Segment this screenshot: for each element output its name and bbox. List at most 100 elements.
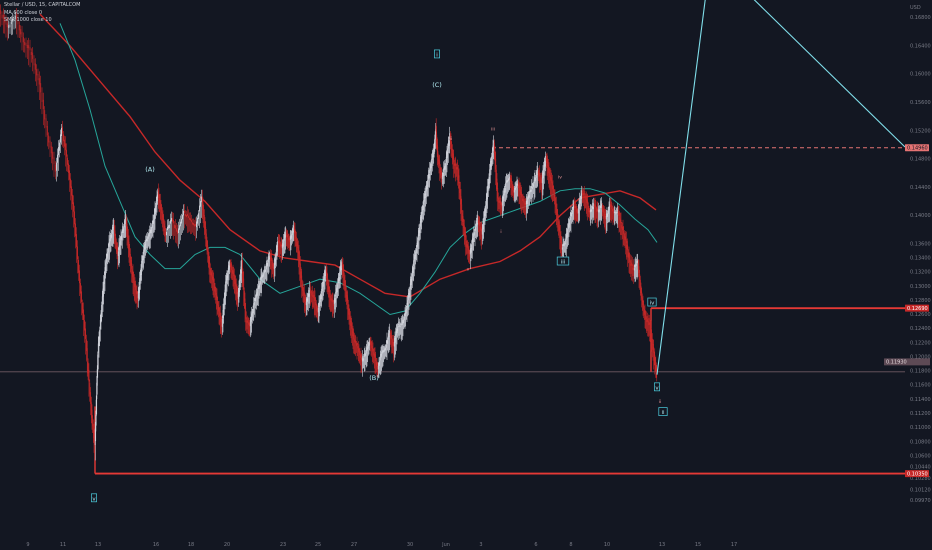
candle-body (553, 192, 555, 198)
candle-body (477, 219, 479, 223)
candle-body (498, 200, 500, 203)
price-axis[interactable]: 0.16800 0.16400 0.16000 0.15600 0.15200 0.148… (910, 15, 931, 504)
candle-body (336, 287, 338, 293)
candle-body (333, 303, 335, 306)
candle-body (429, 166, 431, 172)
candle-body (142, 255, 144, 260)
candle-body (332, 300, 334, 303)
candle-body (404, 312, 406, 317)
legend-sma[interactable]: SMA 1000 close 10 (4, 17, 52, 23)
candle-body (647, 320, 649, 323)
candle-body (281, 244, 283, 249)
candle-body (325, 268, 327, 275)
candle-body (646, 319, 648, 323)
candle-body (192, 222, 193, 225)
candle-body (550, 177, 552, 181)
candle-body (405, 310, 407, 314)
candle-body (344, 280, 346, 286)
candle-body (434, 135, 436, 140)
candle-body (373, 352, 375, 356)
candle-body (427, 175, 429, 180)
candle-body (186, 214, 187, 218)
candle-body (204, 221, 206, 229)
candle-body (408, 292, 410, 298)
candle-body (266, 262, 268, 267)
candle-body (216, 295, 218, 300)
candle-body (111, 233, 113, 238)
candle-body (522, 198, 524, 202)
candle-body (533, 185, 535, 188)
candle-body (105, 258, 107, 263)
candle-body (9, 24, 11, 28)
candle-body (511, 184, 513, 189)
candle-body (655, 361, 657, 366)
candle-body (483, 217, 485, 224)
candle-body (352, 331, 354, 337)
candle-body (609, 203, 611, 208)
legend-symbol[interactable]: Stellar / USD, 15, CAPITALCOM (4, 2, 81, 8)
candle-body (0, 10, 2, 14)
candle-body (423, 197, 425, 202)
candle-body (641, 297, 643, 303)
candle-body (620, 219, 622, 224)
candle-body (283, 237, 285, 241)
candle-body (157, 192, 159, 198)
candle-body (606, 213, 608, 217)
candle-body (52, 151, 54, 159)
candle-body (200, 201, 201, 207)
candle-body (621, 226, 623, 231)
wave-label: iv (650, 301, 656, 307)
candle-body (230, 263, 232, 268)
candle-body (487, 185, 489, 193)
candle-body (619, 216, 621, 220)
candle-body (151, 227, 153, 231)
candle-body (136, 290, 138, 295)
candle-body (210, 271, 212, 276)
candle-body (383, 349, 385, 352)
candle-body (472, 237, 474, 243)
candle-body (326, 272, 328, 279)
candle-body (270, 257, 272, 261)
candle-body (209, 268, 211, 272)
candle-body (579, 199, 581, 204)
candle-body (315, 304, 317, 308)
candle-body (87, 361, 89, 374)
legend-ma[interactable]: MA 600 close 0 (4, 9, 43, 16)
price-tick-label: 0.10120 (910, 487, 931, 493)
candle-body (271, 257, 273, 261)
candle-body (40, 83, 42, 93)
candle-body (570, 212, 572, 217)
candle-body (244, 298, 246, 309)
candle-body (403, 319, 405, 323)
time-tick-label: 15 (695, 542, 701, 548)
candle-body (379, 357, 381, 361)
candle-body (353, 338, 355, 341)
candle-body (357, 346, 359, 349)
candle-body (345, 290, 347, 297)
time-tick-label: 23 (280, 542, 286, 548)
candle-body (335, 291, 337, 297)
candle-body (150, 229, 152, 234)
candle-body (236, 289, 238, 294)
candle-body (239, 279, 241, 287)
candle-body (301, 283, 303, 289)
candle-body (207, 251, 209, 259)
price-tick-label: 0.11200 (910, 411, 931, 417)
candle-body (505, 180, 507, 184)
candle-body (211, 275, 213, 279)
candle-body (68, 163, 69, 173)
candle-body (361, 358, 363, 362)
candle-body (369, 340, 371, 344)
candle-body (450, 138, 452, 145)
candle-body (219, 311, 221, 317)
candle-body (107, 247, 109, 253)
candle-body (153, 219, 155, 223)
candle-body (180, 221, 181, 227)
time-axis[interactable]: 9 11 13 16 18 20 23 25 27 30 Jun 3 6 8 10 13 15 17 (26, 542, 737, 548)
candle-body (520, 191, 522, 196)
candle-body (129, 248, 131, 256)
candle-body (37, 73, 39, 81)
candle-body (184, 210, 185, 213)
candle-body (523, 201, 525, 204)
